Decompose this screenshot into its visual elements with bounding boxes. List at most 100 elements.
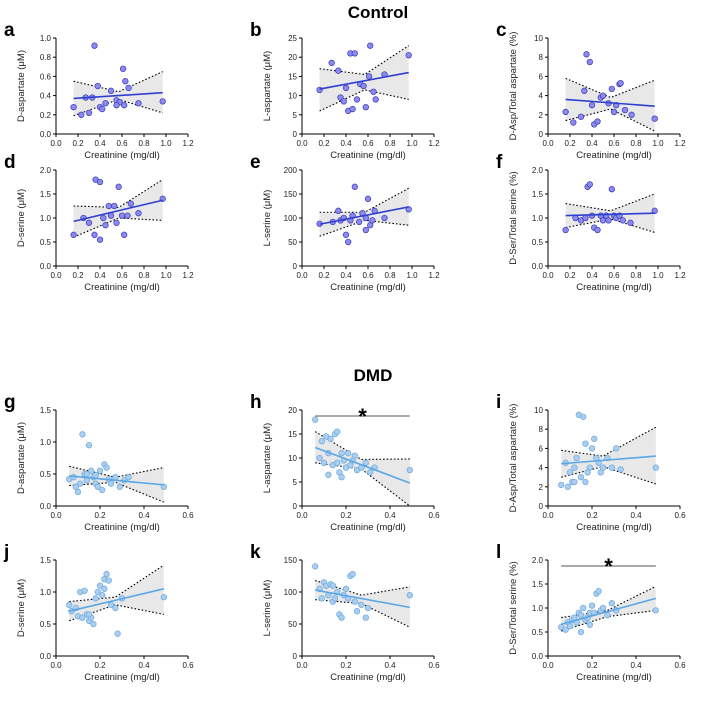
x-tick-label: 1.0 bbox=[652, 271, 664, 280]
x-axis-label: Creatinine (mg/dl) bbox=[330, 282, 406, 293]
data-point bbox=[113, 102, 120, 109]
y-tick-label: 100 bbox=[284, 588, 298, 597]
data-point bbox=[577, 474, 585, 481]
data-point bbox=[564, 483, 571, 490]
data-point bbox=[588, 102, 596, 109]
ci-band bbox=[319, 45, 409, 111]
data-point bbox=[586, 621, 593, 628]
ci-upper-line bbox=[73, 179, 163, 208]
data-point bbox=[351, 183, 358, 190]
ci-upper-line bbox=[319, 187, 409, 213]
data-point bbox=[74, 488, 82, 496]
data-point bbox=[362, 226, 369, 234]
regression-line bbox=[314, 446, 411, 484]
x-tick-label: 0.2 bbox=[586, 661, 598, 670]
data-point bbox=[122, 78, 129, 85]
x-tick-label: 0.2 bbox=[318, 139, 330, 148]
data-point bbox=[351, 50, 358, 57]
panel-e: e 0.0 0.2 0.4 0.6 0.8 1.0 1.2 0 50 100 150 200 Creati… bbox=[250, 152, 440, 293]
y-tick-label: 20 bbox=[288, 406, 297, 415]
ci-upper-line bbox=[73, 71, 163, 93]
regression-line bbox=[565, 212, 655, 217]
data-point bbox=[381, 214, 388, 222]
data-point bbox=[90, 620, 97, 628]
x-tick-label: 0.2 bbox=[586, 511, 598, 520]
data-point bbox=[583, 51, 590, 58]
data-point bbox=[577, 612, 585, 619]
x-axis-label: Creatinine (mg/dl) bbox=[576, 522, 652, 533]
x-tick-label: 1.0 bbox=[160, 271, 172, 280]
data-point bbox=[617, 466, 624, 473]
data-point bbox=[320, 459, 328, 466]
panel-f: f 0.0 0.2 0.4 0.6 0.8 1.0 1.2 0.0 0.5 1.0 1.5 2.0 Cre… bbox=[496, 152, 686, 293]
data-point bbox=[577, 628, 585, 636]
data-point bbox=[102, 100, 109, 107]
x-tick-label: 0.2 bbox=[564, 271, 576, 280]
data-point bbox=[116, 483, 123, 490]
y-tick-label: 0.0 bbox=[40, 130, 52, 139]
y-tick-label: 25 bbox=[288, 34, 297, 43]
data-point bbox=[582, 478, 589, 486]
data-point bbox=[77, 480, 84, 487]
data-point bbox=[353, 608, 361, 615]
data-point bbox=[99, 486, 106, 494]
data-point bbox=[99, 592, 106, 599]
y-tick-label: 0.0 bbox=[532, 262, 544, 271]
significance-star: * bbox=[358, 404, 367, 429]
data-point bbox=[327, 435, 334, 442]
data-point bbox=[364, 195, 372, 202]
data-point bbox=[85, 109, 93, 117]
panel-h: h 0.0 0.2 0.4 0.6 0 5 10 15 20 Creatinine (mg/dl) L… bbox=[250, 392, 440, 533]
x-tick-label: 0.4 bbox=[586, 271, 598, 280]
y-tick-label: 10 bbox=[534, 34, 543, 43]
y-tick-label: 2 bbox=[539, 483, 544, 492]
data-point bbox=[70, 231, 77, 238]
data-point bbox=[627, 219, 634, 226]
data-point bbox=[107, 480, 115, 487]
x-tick-label: 0.6 bbox=[608, 271, 620, 280]
x-tick-label: 1.2 bbox=[674, 271, 686, 280]
x-tick-label: 0.2 bbox=[94, 661, 106, 670]
y-tick-label: 1.0 bbox=[40, 588, 52, 597]
data-point bbox=[96, 178, 104, 186]
data-point bbox=[370, 88, 377, 95]
y-tick-label: 5 bbox=[293, 111, 298, 120]
y-tick-label: 2 bbox=[539, 111, 544, 120]
x-tick-label: 0.8 bbox=[138, 271, 150, 280]
x-tick-label: 0.2 bbox=[340, 511, 352, 520]
data-point bbox=[96, 582, 104, 589]
x-tick-label: 0.2 bbox=[318, 271, 330, 280]
x-tick-label: 0.8 bbox=[630, 271, 642, 280]
y-tick-label: 0.8 bbox=[40, 53, 52, 62]
panel-label: e bbox=[250, 152, 261, 173]
x-tick-label: 0.4 bbox=[94, 139, 106, 148]
x-tick-label: 0.6 bbox=[674, 511, 686, 520]
data-point bbox=[329, 582, 336, 589]
data-point bbox=[586, 464, 593, 471]
regression-line bbox=[565, 98, 655, 107]
x-tick-label: 0.0 bbox=[50, 511, 62, 520]
x-tick-label: 0.8 bbox=[384, 271, 396, 280]
y-axis-label: D-aspartate (μM) bbox=[16, 422, 27, 494]
y-tick-label: 5 bbox=[293, 478, 298, 487]
data-point bbox=[342, 84, 350, 92]
data-point bbox=[367, 42, 374, 49]
regression-line bbox=[69, 588, 164, 612]
data-point bbox=[652, 464, 659, 471]
data-point bbox=[85, 611, 93, 618]
x-axis-label: Creatinine (mg/dl) bbox=[330, 150, 406, 161]
data-point bbox=[581, 87, 588, 94]
data-point bbox=[91, 231, 98, 238]
data-point bbox=[562, 226, 569, 234]
x-axis-label: Creatinine (mg/dl) bbox=[84, 522, 160, 533]
y-tick-label: 0.6 bbox=[40, 72, 52, 81]
x-tick-label: 0.4 bbox=[138, 661, 150, 670]
x-tick-label: 0.0 bbox=[296, 661, 308, 670]
x-tick-label: 0.0 bbox=[542, 661, 554, 670]
data-point bbox=[111, 202, 118, 210]
data-point bbox=[338, 474, 345, 481]
y-tick-label: 2.0 bbox=[532, 556, 544, 565]
data-point bbox=[599, 464, 607, 471]
y-tick-label: 50 bbox=[288, 238, 297, 247]
